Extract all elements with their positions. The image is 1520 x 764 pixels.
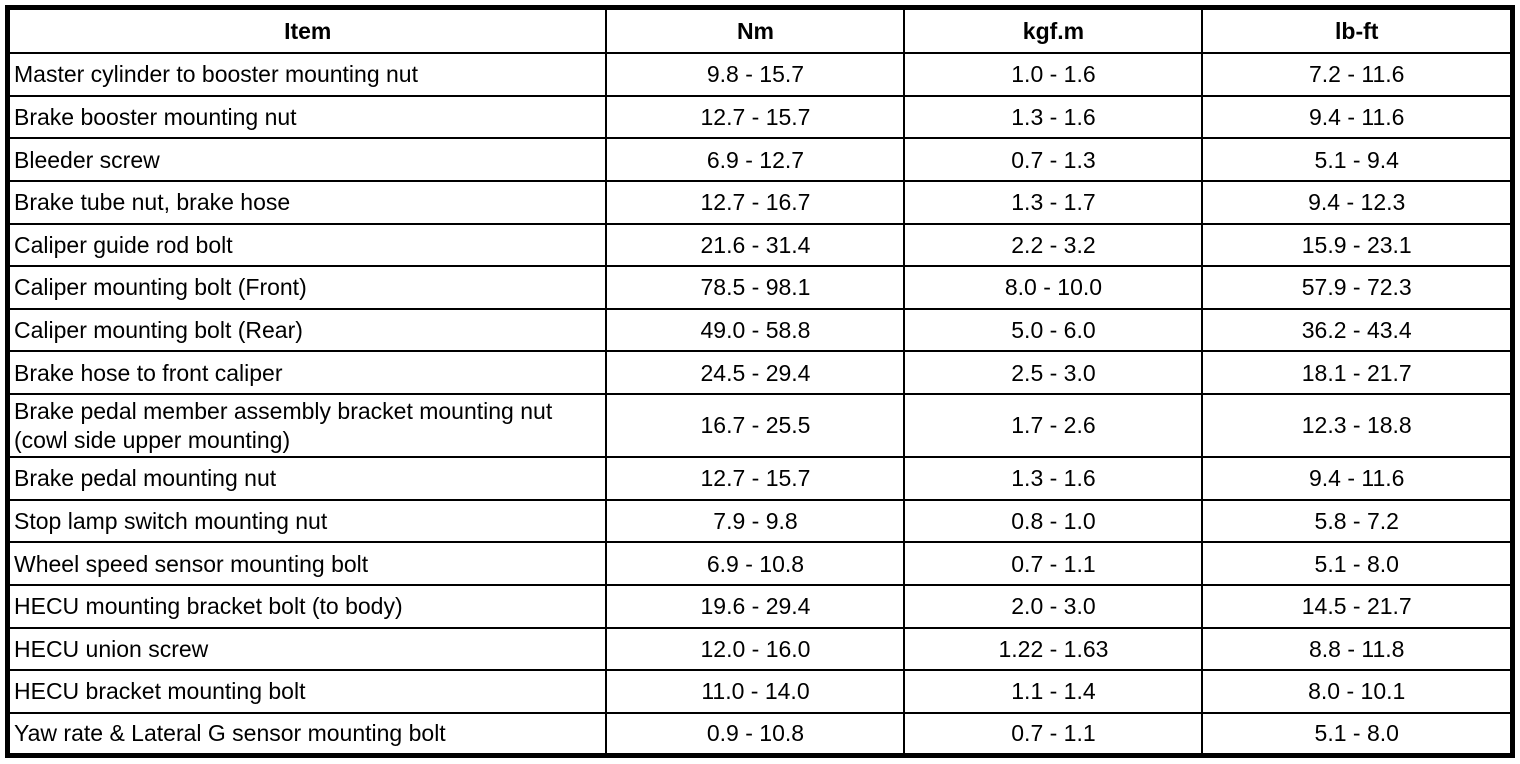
table-row: Caliper mounting bolt (Rear) 49.0 - 58.8 5… — [6, 307, 1514, 353]
lbft-cell: 12.3 - 18.8 — [1201, 392, 1514, 459]
item-cell: Wheel speed sensor mounting bolt — [6, 541, 608, 586]
kgfm-cell: 2.0 - 3.0 — [903, 583, 1204, 629]
nm-cell: 12.0 - 16.0 — [605, 626, 906, 672]
lbft-cell: 15.9 - 23.1 — [1201, 222, 1514, 268]
table-row: Bleeder screw 6.9 - 12.7 0.7 - 1.3 5.1 - 9.… — [6, 137, 1514, 182]
item-cell: Stop lamp switch mounting nut — [6, 498, 608, 544]
lbft-cell: 9.4 - 12.3 — [1201, 179, 1514, 225]
kgfm-cell: 1.22 - 1.63 — [903, 626, 1204, 672]
nm-cell: 9.8 - 15.7 — [605, 52, 906, 97]
lbft-cell: 5.8 - 7.2 — [1201, 498, 1514, 544]
column-header-kgfm: kgf.m — [903, 6, 1204, 54]
item-cell: HECU union screw — [6, 626, 608, 672]
nm-cell: 7.9 - 9.8 — [605, 498, 906, 544]
column-header-nm: Nm — [605, 6, 906, 54]
header-row: Item Nm kgf.m lb-ft — [6, 6, 1514, 54]
item-cell: Yaw rate & Lateral G sensor mounting bol… — [6, 711, 608, 757]
item-cell: Brake tube nut, brake hose — [6, 179, 608, 225]
lbft-cell: 5.1 - 9.4 — [1201, 137, 1514, 182]
nm-cell: 21.6 - 31.4 — [605, 222, 906, 268]
table-row: Brake tube nut, brake hose 12.7 - 16.7 1.3… — [6, 179, 1514, 225]
kgfm-cell: 0.7 - 1.3 — [903, 137, 1204, 182]
nm-cell: 78.5 - 98.1 — [605, 265, 906, 310]
item-cell: Caliper mounting bolt (Front) — [6, 265, 608, 310]
nm-cell: 6.9 - 12.7 — [605, 137, 906, 182]
lbft-cell: 36.2 - 43.4 — [1201, 307, 1514, 353]
nm-cell: 12.7 - 15.7 — [605, 94, 906, 140]
kgfm-cell: 0.8 - 1.0 — [903, 498, 1204, 544]
column-header-item: Item — [6, 6, 608, 54]
kgfm-cell: 1.3 - 1.7 — [903, 179, 1204, 225]
torque-table-body: Master cylinder to booster mounting nut 9… — [6, 52, 1514, 757]
table-row: HECU mounting bracket bolt (to body) 19.6… — [6, 583, 1514, 629]
lbft-cell: 14.5 - 21.7 — [1201, 583, 1514, 629]
lbft-cell: 5.1 - 8.0 — [1201, 541, 1514, 586]
nm-cell: 24.5 - 29.4 — [605, 350, 906, 395]
table-row: Wheel speed sensor mounting bolt 6.9 - 10… — [6, 541, 1514, 586]
kgfm-cell: 1.0 - 1.6 — [903, 52, 1204, 97]
table-row: HECU union screw 12.0 - 16.0 1.22 - 1.63 8.… — [6, 626, 1514, 672]
torque-spec-table: Item Nm kgf.m lb-ft Master cylinder to b… — [5, 5, 1515, 758]
lbft-cell: 9.4 - 11.6 — [1201, 94, 1514, 140]
kgfm-cell: 2.2 - 3.2 — [903, 222, 1204, 268]
nm-cell: 49.0 - 58.8 — [605, 307, 906, 353]
lbft-cell: 9.4 - 11.6 — [1201, 456, 1514, 501]
item-cell: Caliper guide rod bolt — [6, 222, 608, 268]
item-cell: Caliper mounting bolt (Rear) — [6, 307, 608, 353]
table-row: Brake pedal mounting nut 12.7 - 15.7 1.3 -… — [6, 456, 1514, 501]
table-row: Brake booster mounting nut 12.7 - 15.7 1.3… — [6, 94, 1514, 140]
table-row: HECU bracket mounting bolt 11.0 - 14.0 1.1… — [6, 669, 1514, 714]
column-header-lbft: lb-ft — [1201, 6, 1514, 54]
nm-cell: 0.9 - 10.8 — [605, 711, 906, 757]
kgfm-cell: 0.7 - 1.1 — [903, 541, 1204, 586]
nm-cell: 12.7 - 16.7 — [605, 179, 906, 225]
item-cell: Brake hose to front caliper — [6, 350, 608, 395]
kgfm-cell: 2.5 - 3.0 — [903, 350, 1204, 395]
lbft-cell: 7.2 - 11.6 — [1201, 52, 1514, 97]
table-row: Yaw rate & Lateral G sensor mounting bol… — [6, 711, 1514, 757]
table-row: Brake pedal member assembly bracket moun… — [6, 392, 1514, 459]
nm-cell: 11.0 - 14.0 — [605, 669, 906, 714]
lbft-cell: 8.0 - 10.1 — [1201, 669, 1514, 714]
lbft-cell: 18.1 - 21.7 — [1201, 350, 1514, 395]
item-cell: HECU bracket mounting bolt — [6, 669, 608, 714]
item-cell: HECU mounting bracket bolt (to body) — [6, 583, 608, 629]
lbft-cell: 8.8 - 11.8 — [1201, 626, 1514, 672]
kgfm-cell: 1.3 - 1.6 — [903, 94, 1204, 140]
table-row: Master cylinder to booster mounting nut 9… — [6, 52, 1514, 97]
nm-cell: 19.6 - 29.4 — [605, 583, 906, 629]
kgfm-cell: 8.0 - 10.0 — [903, 265, 1204, 310]
item-cell: Brake booster mounting nut — [6, 94, 608, 140]
item-cell: Master cylinder to booster mounting nut — [6, 52, 608, 97]
kgfm-cell: 1.1 - 1.4 — [903, 669, 1204, 714]
table-row: Caliper mounting bolt (Front) 78.5 - 98.1… — [6, 265, 1514, 310]
table-row: Caliper guide rod bolt 21.6 - 31.4 2.2 - 3… — [6, 222, 1514, 268]
nm-cell: 12.7 - 15.7 — [605, 456, 906, 501]
kgfm-cell: 0.7 - 1.1 — [903, 711, 1204, 757]
kgfm-cell: 1.3 - 1.6 — [903, 456, 1204, 501]
nm-cell: 16.7 - 25.5 — [605, 392, 906, 459]
kgfm-cell: 1.7 - 2.6 — [903, 392, 1204, 459]
item-cell: Brake pedal mounting nut — [6, 456, 608, 501]
lbft-cell: 57.9 - 72.3 — [1201, 265, 1514, 310]
nm-cell: 6.9 - 10.8 — [605, 541, 906, 586]
table-row: Brake hose to front caliper 24.5 - 29.4 2.… — [6, 350, 1514, 395]
item-cell: Bleeder screw — [6, 137, 608, 182]
lbft-cell: 5.1 - 8.0 — [1201, 711, 1514, 757]
item-cell: Brake pedal member assembly bracket moun… — [6, 392, 608, 459]
table-row: Stop lamp switch mounting nut 7.9 - 9.8 0.… — [6, 498, 1514, 544]
kgfm-cell: 5.0 - 6.0 — [903, 307, 1204, 353]
